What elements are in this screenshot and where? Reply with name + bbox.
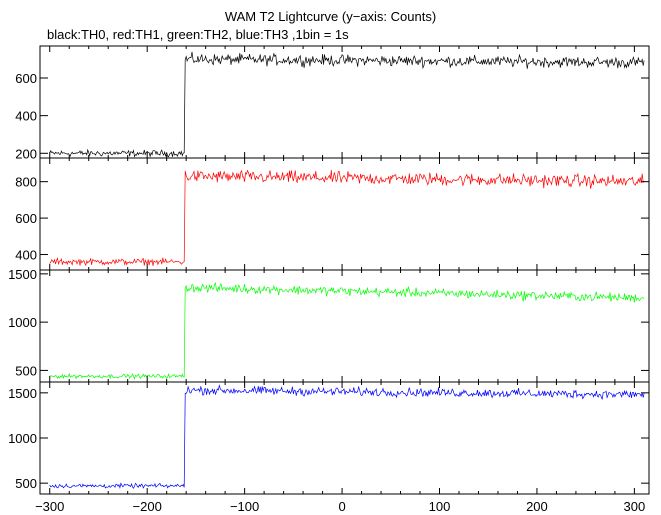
- y-tick-label: 600: [15, 71, 37, 86]
- panel-frame-th2: [39, 269, 650, 383]
- y-tick-label: 1500: [8, 386, 37, 401]
- chart-title: WAM T2 Lightcurve (y−axis: Counts): [224, 9, 437, 24]
- series-line-th2: [49, 282, 645, 380]
- x-tick-label: 200: [526, 499, 548, 514]
- y-tick-label: 500: [15, 476, 37, 491]
- y-tick-label: 1000: [8, 431, 37, 446]
- x-tick-label: 0: [338, 499, 345, 514]
- series-line-th3: [49, 384, 645, 489]
- y-tick-label: 1000: [8, 315, 37, 330]
- y-tick-label: 600: [15, 211, 37, 226]
- panel-frame-th3: [39, 381, 650, 495]
- y-tick-label: 500: [15, 363, 37, 378]
- y-tick-label: 200: [15, 146, 37, 161]
- y-tick-label: 400: [15, 109, 37, 124]
- series-line-th1: [49, 169, 645, 267]
- y-tick-label: 1500: [8, 267, 37, 282]
- series-line-th0: [49, 51, 645, 158]
- y-tick-label: 400: [15, 248, 37, 263]
- x-tick-label: −100: [230, 499, 259, 514]
- x-tick-label: 300: [624, 499, 646, 514]
- x-tick-label: 100: [429, 499, 451, 514]
- y-tick-label: 800: [15, 175, 37, 190]
- x-tick-label: −200: [133, 499, 162, 514]
- chart-subtitle: black:TH0, red:TH1, green:TH2, blue:TH3 …: [47, 27, 349, 42]
- panel-frame-th1: [39, 157, 650, 271]
- x-tick-label: −300: [35, 499, 64, 514]
